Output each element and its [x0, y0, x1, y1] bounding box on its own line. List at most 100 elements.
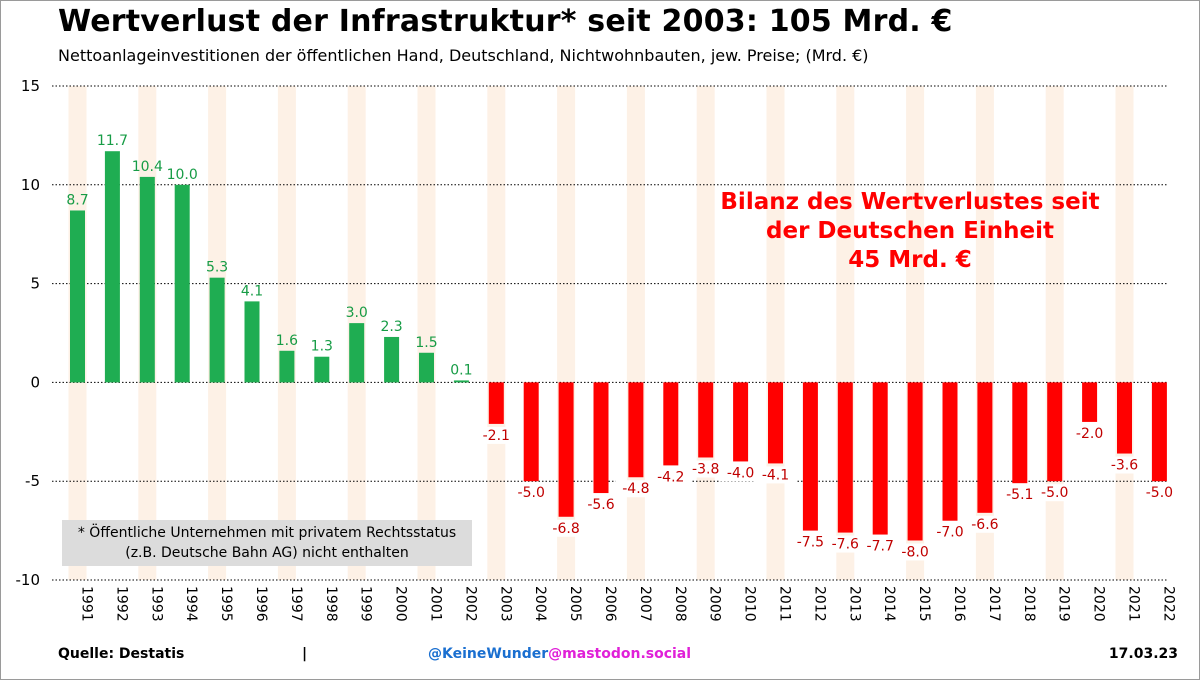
- footnote-line-1: * Öffentliche Unternehmen mit privatem R…: [77, 525, 457, 541]
- x-axis-ticks: 1991 1992 1993 1994 1995 1996 1997 1998 1999 2000…: [79, 586, 1177, 622]
- value-label: 10.0: [167, 167, 198, 183]
- value-label: -4.0: [727, 465, 754, 481]
- y-axis-ticks: 15 10 5 0 -5 -10: [16, 77, 41, 589]
- x-tick-label: 2003: [497, 586, 513, 622]
- value-label-bg: [790, 533, 831, 551]
- bar: [733, 382, 749, 462]
- value-label: 2.3: [380, 319, 402, 335]
- bars: [70, 151, 1167, 541]
- x-tick-label: 2014: [881, 586, 897, 622]
- value-label: -6.8: [552, 521, 579, 537]
- stripe-2003: [487, 86, 506, 580]
- value-label: -5.0: [1146, 485, 1173, 501]
- value-label: 0.1: [450, 362, 472, 378]
- x-tick-label: 2006: [602, 586, 618, 622]
- value-label-bg: [685, 460, 726, 478]
- footer-separator: |: [302, 646, 308, 662]
- y-tick-label: 0: [30, 373, 40, 391]
- value-label-bg: [860, 537, 901, 555]
- x-tick-label: 2022: [1160, 586, 1176, 622]
- value-label-bg: [755, 466, 796, 484]
- value-label: -6.6: [971, 517, 998, 533]
- value-label: -4.1: [762, 467, 789, 483]
- stripe-2007: [626, 86, 645, 580]
- value-label-bg: [650, 468, 691, 486]
- value-label-bg: [615, 480, 657, 498]
- footnote-box: * Öffentliche Unternehmen mit privatem R…: [62, 520, 472, 566]
- stripe-2001: [417, 86, 436, 580]
- annotation-line-3: 45 Mrd. €: [848, 247, 972, 273]
- value-label-bg: [929, 523, 971, 541]
- x-tick-label: 2015: [916, 586, 932, 622]
- value-label-bg: [545, 519, 587, 537]
- x-tick-label: 1995: [218, 586, 234, 622]
- x-tick-label: 1999: [358, 586, 374, 622]
- x-tick-label: 2019: [1056, 586, 1072, 622]
- bar: [314, 356, 330, 383]
- value-label: 5.3: [206, 260, 228, 276]
- value-label-bg: [511, 484, 552, 502]
- x-tick-label: 1996: [253, 586, 269, 622]
- value-label: -3.6: [1111, 458, 1138, 474]
- value-label: -2.1: [483, 428, 510, 444]
- value-label-bg: [1034, 484, 1075, 502]
- bar: [244, 301, 260, 383]
- value-label: -7.0: [936, 525, 963, 541]
- value-label: -5.6: [587, 497, 614, 513]
- x-tick-label: 2021: [1126, 586, 1142, 622]
- value-label-bg: [476, 426, 517, 444]
- value-label: -7.5: [797, 535, 824, 551]
- bar: [488, 382, 504, 424]
- x-tick-label: 2008: [672, 586, 688, 622]
- value-label: 10.4: [132, 159, 163, 175]
- value-label: 1.6: [276, 333, 298, 349]
- value-label: 1.3: [311, 339, 333, 355]
- x-tick-label: 2001: [428, 586, 444, 622]
- value-labels: 8.7 11.710.4 10.0 5.3 4.1 1.6 1.3 3.0 2.3 1.5 0.1 -…: [66, 133, 1180, 561]
- bar: [802, 382, 818, 531]
- bar: [663, 382, 679, 466]
- bar: [453, 380, 469, 383]
- value-label-bg: [1069, 424, 1110, 442]
- social-handle: @KeineWunder@mastodon.social: [428, 646, 691, 662]
- gridlines: [52, 85, 1168, 581]
- bar: [384, 336, 400, 383]
- bar: [977, 382, 993, 513]
- value-label: -7.7: [867, 539, 894, 555]
- value-label-bg: [999, 486, 1040, 504]
- bar: [70, 210, 85, 383]
- x-tick-label: 2005: [567, 586, 583, 622]
- handle-instance: @mastodon.social: [548, 646, 692, 662]
- source-label: Quelle: Destatis: [58, 646, 185, 662]
- bar: [628, 382, 644, 478]
- stripe-1997: [277, 86, 296, 580]
- value-label-bg: [964, 515, 1006, 533]
- bar: [349, 323, 365, 383]
- footnote-line-2: (z.B. Deutsche Bahn AG) nicht enthalten: [125, 545, 409, 561]
- x-tick-label: 2010: [742, 586, 758, 622]
- stripe-2019: [1045, 86, 1064, 580]
- chart-title: Wertverlust der Infrastruktur* seit 2003…: [58, 4, 953, 39]
- bar: [523, 382, 539, 482]
- y-tick-label: -5: [25, 472, 40, 490]
- x-tick-label: 2011: [777, 586, 793, 622]
- value-label: 8.7: [66, 192, 88, 208]
- bar: [593, 382, 609, 494]
- annotation-line-2: der Deutschen Einheit: [766, 218, 1054, 244]
- bar: [1117, 382, 1132, 454]
- x-tick-label: 2009: [707, 586, 723, 622]
- stripe-2021: [1115, 86, 1134, 580]
- value-label: -2.0: [1076, 426, 1103, 442]
- bar: [698, 382, 714, 458]
- x-tick-label: 2017: [986, 586, 1002, 622]
- value-label: -3.8: [692, 461, 719, 477]
- stripe-2009: [696, 86, 715, 580]
- value-label-bg: [580, 496, 622, 514]
- x-tick-label: 2016: [951, 586, 967, 622]
- value-label: -8.0: [901, 544, 928, 560]
- x-tick-label: 2018: [1021, 586, 1037, 622]
- stripe-2011: [766, 86, 785, 580]
- bar: [558, 382, 574, 517]
- date-label: 17.03.23: [1108, 646, 1178, 662]
